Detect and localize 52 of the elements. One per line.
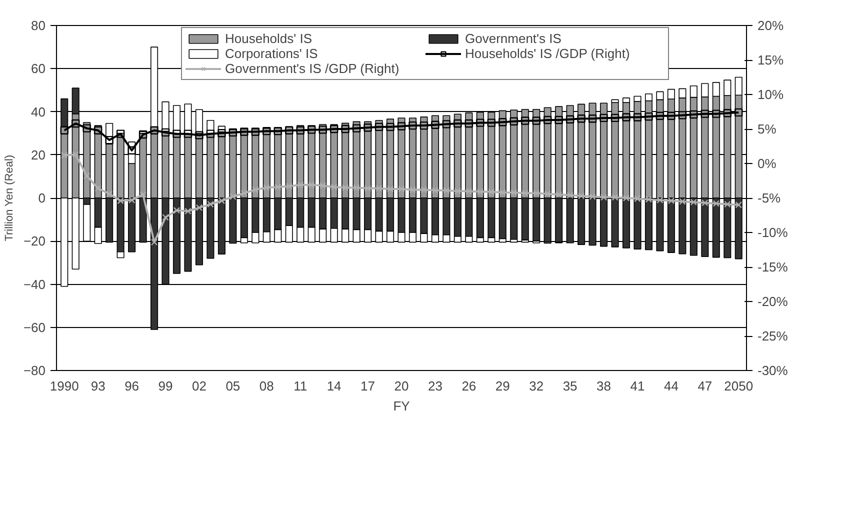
x-tick-label: 35: [562, 378, 578, 394]
x-tick-label: 47: [698, 378, 712, 394]
y2-tick-label: 5%: [758, 122, 777, 136]
y2-tick-label: 0%: [758, 156, 777, 171]
x-tick-label: 20: [394, 378, 409, 394]
x-tick-label: 05: [226, 378, 240, 394]
y2-tick-label: -15%: [758, 260, 788, 274]
y2-tick-label: -10%: [758, 225, 788, 240]
legend-label: Corporations' IS: [225, 46, 319, 61]
y-tick-label: 0: [38, 190, 46, 206]
y2-tick-label: 20%: [758, 18, 784, 33]
x-tick-label: 23: [428, 378, 442, 394]
x-tick-label: 93: [90, 378, 106, 394]
x-tick-label: 96: [124, 378, 140, 394]
x-tick-label: 02: [192, 378, 206, 394]
bar: [600, 198, 608, 247]
x-tick-label: 32: [529, 378, 544, 394]
legend-label: Government's IS: [465, 31, 562, 46]
y-tick-label: −20: [23, 234, 46, 249]
x-tick-label: 1990: [50, 378, 79, 394]
x-tick-label: 14: [326, 378, 342, 394]
x-tick-label: 11: [294, 378, 308, 394]
x-tick-label: 17: [360, 378, 376, 394]
legend-label: Government's IS /GDP (Right): [225, 61, 400, 76]
y-tick-label: −40: [23, 276, 46, 292]
x-tick-label: 41: [630, 378, 645, 394]
legend-label: Households' IS /GDP (Right): [465, 46, 631, 61]
x-tick-label: 44: [664, 378, 678, 394]
y2-tick-label: -20%: [758, 294, 788, 309]
x-tick-label: 29: [495, 378, 510, 394]
bar: [611, 198, 619, 248]
y-tick-label: 40: [31, 104, 46, 120]
y2-tick-label: -25%: [758, 328, 788, 344]
x-tick-label: 99: [158, 378, 173, 394]
y-tick-label: −80: [23, 363, 46, 378]
bar: [588, 198, 596, 246]
y-tick-label: 80: [31, 18, 46, 33]
x-axis-title: FY: [393, 398, 410, 414]
y-tick-label: 20: [31, 147, 46, 162]
y-tick-label: −60: [23, 320, 46, 335]
legend-label: Households' IS: [225, 31, 314, 46]
y2-tick-label: 15%: [758, 52, 784, 68]
y-tick-label: 60: [31, 61, 46, 76]
x-tick-label: 26: [462, 378, 476, 394]
bar: [622, 198, 630, 248]
y2-tick-label: -30%: [758, 363, 788, 378]
y2-tick-label: 10%: [758, 87, 784, 102]
y-axis-title: Trillion Yen (Real): [3, 154, 16, 242]
x-tick-label: 08: [259, 378, 274, 394]
y2-tick-label: -5%: [758, 190, 782, 206]
x-tick-label: 38: [596, 378, 612, 394]
x-tick-label: 2050: [724, 378, 754, 394]
